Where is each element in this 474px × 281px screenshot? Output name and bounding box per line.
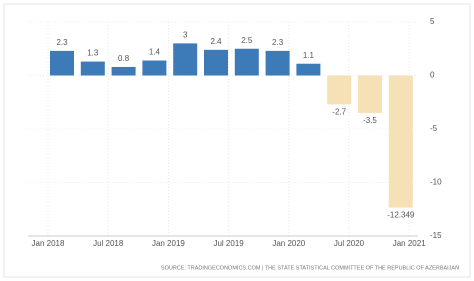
y-tick-label: -10 <box>430 178 442 187</box>
bar <box>142 60 167 76</box>
y-tick-label: -15 <box>430 231 442 240</box>
source: SOURCE: TRADINGECONOMICS.COM | THE STATE… <box>161 265 459 271</box>
value-label: 2.4 <box>210 37 222 46</box>
y-tick-label: 5 <box>430 17 435 26</box>
x-tick-label: Jul 2020 <box>334 239 365 248</box>
x-tick-label: Jan 2019 <box>152 239 185 248</box>
bar <box>388 75 413 208</box>
bar <box>358 75 382 113</box>
bar <box>173 43 198 76</box>
x-tick-label: Jul 2018 <box>93 239 124 248</box>
x-tick-label: Jan 2020 <box>272 239 305 248</box>
bar <box>265 50 290 76</box>
bar <box>327 75 352 105</box>
value-label: 2.3 <box>272 38 284 47</box>
y-tick-label: 0 <box>430 71 435 80</box>
bar <box>234 48 259 76</box>
x-tick-label: Jan 2018 <box>32 239 65 248</box>
bar <box>111 66 136 76</box>
value-label: -2.7 <box>332 107 346 116</box>
value-label: 1.1 <box>303 51 315 60</box>
x-tick-label: Jan 2021 <box>393 239 426 248</box>
value-label: 3 <box>183 31 188 40</box>
bar <box>204 49 228 76</box>
value-label: -12.349 <box>387 211 415 220</box>
bar <box>50 50 74 76</box>
value-label: 0.8 <box>118 54 130 63</box>
value-label: 1.3 <box>87 49 99 58</box>
value-label: 2.5 <box>241 36 253 45</box>
value-label: 2.3 <box>56 38 68 47</box>
y-tick-label: -5 <box>430 124 438 133</box>
bar <box>296 63 321 76</box>
frame <box>3 3 471 278</box>
value-label: -3.5 <box>363 116 377 125</box>
bar <box>80 61 105 76</box>
x-tick-label: Jul 2019 <box>213 239 244 248</box>
value-label: 1.4 <box>149 48 161 57</box>
